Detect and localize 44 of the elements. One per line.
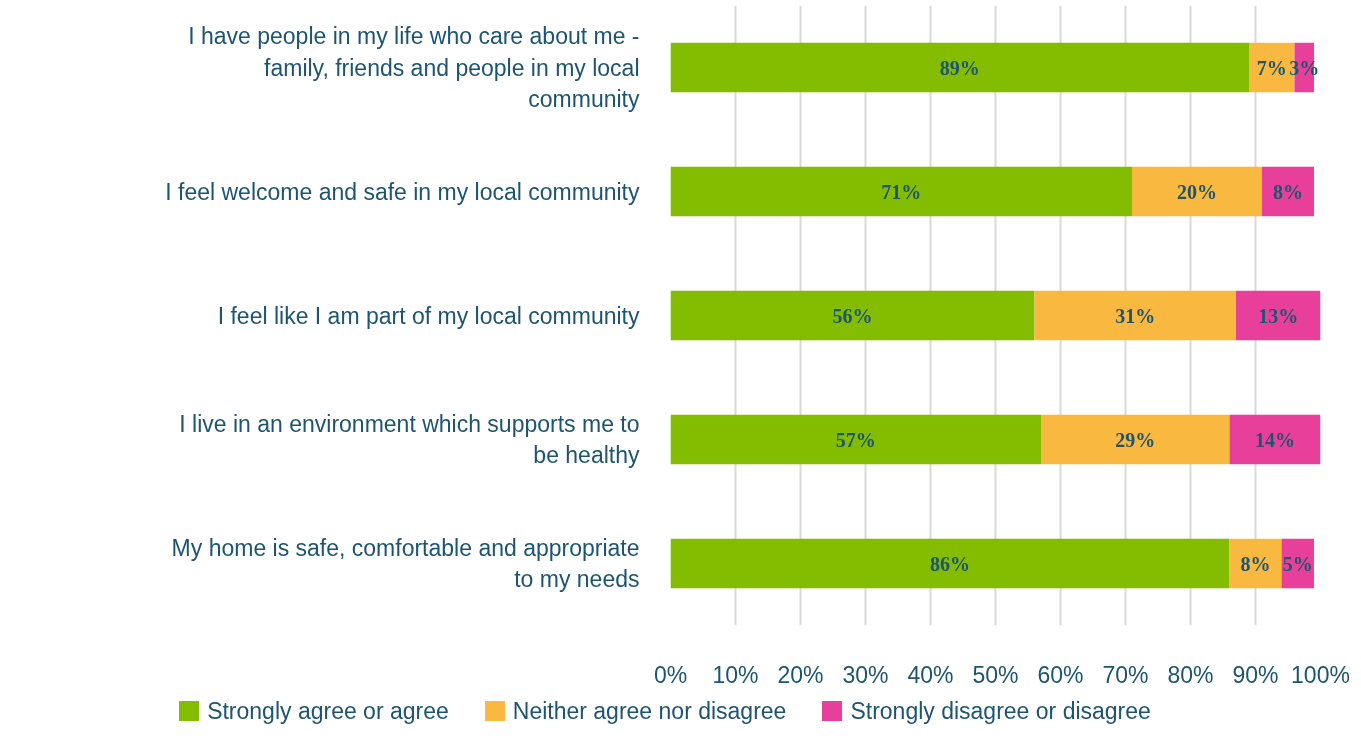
- bar: [670, 166, 1132, 217]
- data-label: 8%: [1273, 180, 1303, 203]
- x-tick-label: 40%: [907, 661, 954, 688]
- legend-label: Neither agree nor disagree: [512, 697, 787, 726]
- bar: [670, 414, 1041, 465]
- y-tick-label: I have people in my life who care about me - family, friends and people in my local community: [188, 23, 640, 112]
- bar: [1034, 290, 1236, 341]
- x-tick-label: 80%: [1167, 661, 1214, 688]
- x-tick-label: 50%: [972, 661, 1019, 688]
- x-tick-label: 60%: [1037, 661, 1084, 688]
- x-tick-label: 70%: [1102, 661, 1149, 688]
- x-tick-label: 0%: [653, 661, 688, 688]
- y-tick-label: I feel welcome and safe in my local community: [165, 178, 640, 205]
- data-label: 86%: [930, 552, 970, 575]
- data-label: 5%: [1282, 552, 1313, 575]
- x-tick-label: 30%: [842, 661, 889, 688]
- bar: [1229, 538, 1282, 589]
- y-tick-label: I feel like I am part of my local community: [217, 302, 640, 329]
- x-tick-label: 90%: [1232, 661, 1279, 688]
- bar: [670, 290, 1035, 341]
- bar: [670, 538, 1230, 589]
- data-label: 29%: [1115, 428, 1156, 451]
- legend-label: Strongly agree or agree: [207, 697, 449, 726]
- data-label: 56%: [832, 304, 873, 327]
- data-label: 89%: [939, 56, 980, 79]
- x-tick-label: 20%: [777, 661, 824, 688]
- x-tick-label: 100%: [1291, 661, 1350, 688]
- data-label: 71%: [881, 180, 922, 203]
- y-tick-label: I live in an environment which supports me to be healthy: [179, 410, 640, 469]
- data-label: 7%: [1256, 56, 1287, 79]
- y-tick-label: My home is safe, comfortable and appropriate to my needs: [171, 534, 640, 593]
- x-tick-label: 10%: [712, 661, 759, 688]
- bar: [1041, 414, 1230, 465]
- data-label: 57%: [835, 428, 876, 451]
- data-label: 20%: [1177, 180, 1217, 203]
- legend-label: Strongly disagree or disagree: [850, 697, 1151, 726]
- bar: [1132, 166, 1262, 217]
- bar: [670, 42, 1249, 93]
- data-label: 14%: [1255, 428, 1295, 451]
- data-label: 31%: [1115, 304, 1156, 327]
- bar: [1229, 414, 1321, 465]
- data-label: 13%: [1258, 304, 1299, 327]
- bar: [1236, 290, 1321, 341]
- data-label: 8%: [1240, 552, 1271, 575]
